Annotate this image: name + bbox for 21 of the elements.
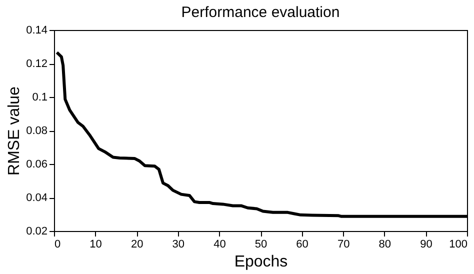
y-axis-title: RMSE value (6, 86, 24, 176)
y-tick-label: 0.1 (32, 92, 48, 104)
x-tick-label: 70 (337, 238, 350, 250)
y-tick-label: 0.08 (26, 125, 48, 137)
x-tick-label: 30 (172, 238, 185, 250)
x-tick-label: 0 (54, 238, 61, 250)
x-tick-label: 100 (449, 238, 468, 250)
y-tick-label: 0.12 (26, 58, 48, 70)
chart-title: Performance evaluation (181, 4, 340, 21)
x-tick-label: 50 (254, 238, 268, 250)
x-axis-title: Epochs (234, 254, 288, 270)
x-tick-label: 20 (130, 238, 144, 250)
y-tick-label: 0.06 (26, 158, 48, 170)
y-tick-label: 0.14 (26, 24, 48, 36)
x-tick-label: 10 (90, 238, 102, 250)
x-tick-label: 80 (378, 238, 392, 250)
x-tick-label: 60 (296, 238, 308, 250)
x-tick-label: 40 (214, 238, 226, 250)
x-tick-label: 90 (420, 238, 432, 250)
y-tick-label: 0.04 (26, 192, 48, 204)
y-tick-label: 0.02 (26, 226, 48, 238)
